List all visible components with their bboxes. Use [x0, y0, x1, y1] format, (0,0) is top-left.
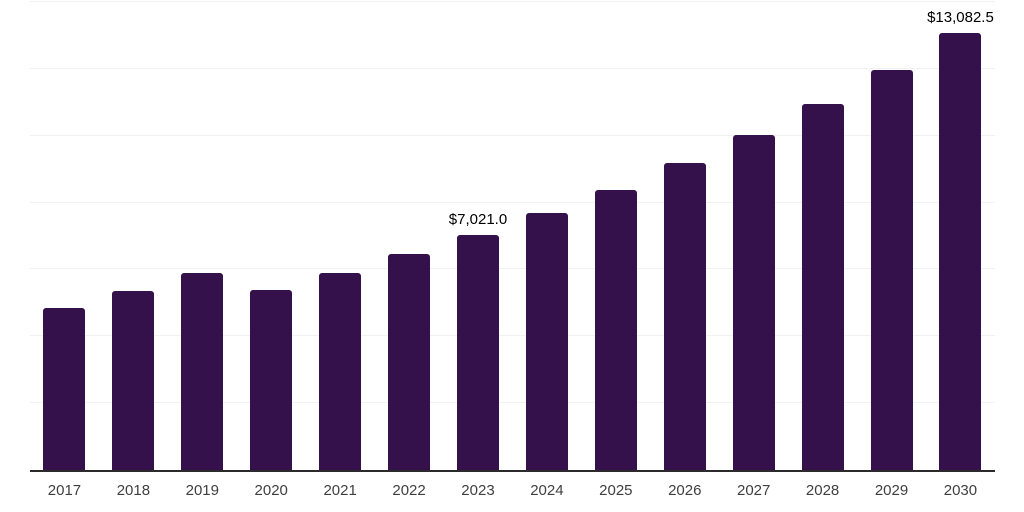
- x-tick-label-2029: 2029: [874, 482, 909, 499]
- bar-cell: [581, 2, 650, 470]
- bar-2018[interactable]: [112, 291, 155, 470]
- plot-area: $7,021.0 $13,082.5: [30, 1, 995, 472]
- bar-cell: [512, 2, 581, 470]
- bar-cell: [650, 2, 719, 470]
- bar-cell: [237, 2, 306, 470]
- x-tick-label-2017: 2017: [47, 482, 82, 499]
- gridline: [30, 268, 995, 270]
- bar-2023[interactable]: $7,021.0: [449, 211, 507, 470]
- bar-cell: [99, 2, 168, 470]
- x-tick-label-2028: 2028: [805, 482, 840, 499]
- x-tick-label-2025: 2025: [599, 482, 633, 499]
- gridline: [30, 134, 995, 136]
- data-label-2023: $7,021.0: [448, 211, 508, 229]
- data-label-2030: $13,082.5: [927, 8, 994, 26]
- gridline: [30, 201, 995, 203]
- bar-cell: $7,021.0: [444, 2, 513, 470]
- x-tick-label-2027: 2027: [736, 482, 771, 499]
- bar-2019[interactable]: [181, 272, 224, 470]
- bar-2028[interactable]: [801, 103, 844, 470]
- bar-2030[interactable]: $13,082.5: [927, 9, 994, 470]
- bar-cell: [30, 2, 99, 470]
- gridline: [30, 335, 995, 337]
- bar-cell: [306, 2, 375, 470]
- x-tick-label-2020: 2020: [254, 482, 288, 499]
- bar-2029[interactable]: [870, 69, 913, 470]
- bar-2022[interactable]: [388, 254, 431, 470]
- x-tick-label-2026: 2026: [668, 482, 702, 499]
- bar-2027[interactable]: [732, 135, 775, 470]
- x-tick-label-2022: 2022: [392, 482, 426, 499]
- bar-cell: [857, 2, 926, 470]
- bar-2026[interactable]: [663, 163, 706, 470]
- x-tick-label-2018: 2018: [116, 482, 151, 499]
- bar-2024[interactable]: [525, 213, 568, 470]
- x-tick-label-2021: 2021: [323, 482, 357, 499]
- bar-cell: [375, 2, 444, 470]
- gridline: [30, 67, 995, 69]
- bars-row: $7,021.0 $13,082.5: [30, 2, 995, 470]
- bar-2025[interactable]: [594, 189, 637, 470]
- bar-2020[interactable]: [250, 289, 293, 470]
- x-tick-label-2030: 2030: [943, 482, 978, 499]
- x-axis-labels: 2017 2018 2019 2020 2021 2022 2023 2024 2025 2026…: [30, 481, 995, 501]
- gridline: [30, 1, 995, 2]
- bar-2021[interactable]: [319, 273, 362, 470]
- bar-cell: $13,082.5: [926, 2, 995, 470]
- bar-cell: [788, 2, 857, 470]
- x-tick-label-2024: 2024: [530, 482, 564, 499]
- x-tick-label-2023: 2023: [461, 482, 495, 499]
- bar-cell: [168, 2, 237, 470]
- x-tick-label-2019: 2019: [185, 482, 219, 499]
- bar-2017[interactable]: [43, 307, 86, 470]
- bar-cell: [719, 2, 788, 470]
- gridline: [30, 402, 995, 404]
